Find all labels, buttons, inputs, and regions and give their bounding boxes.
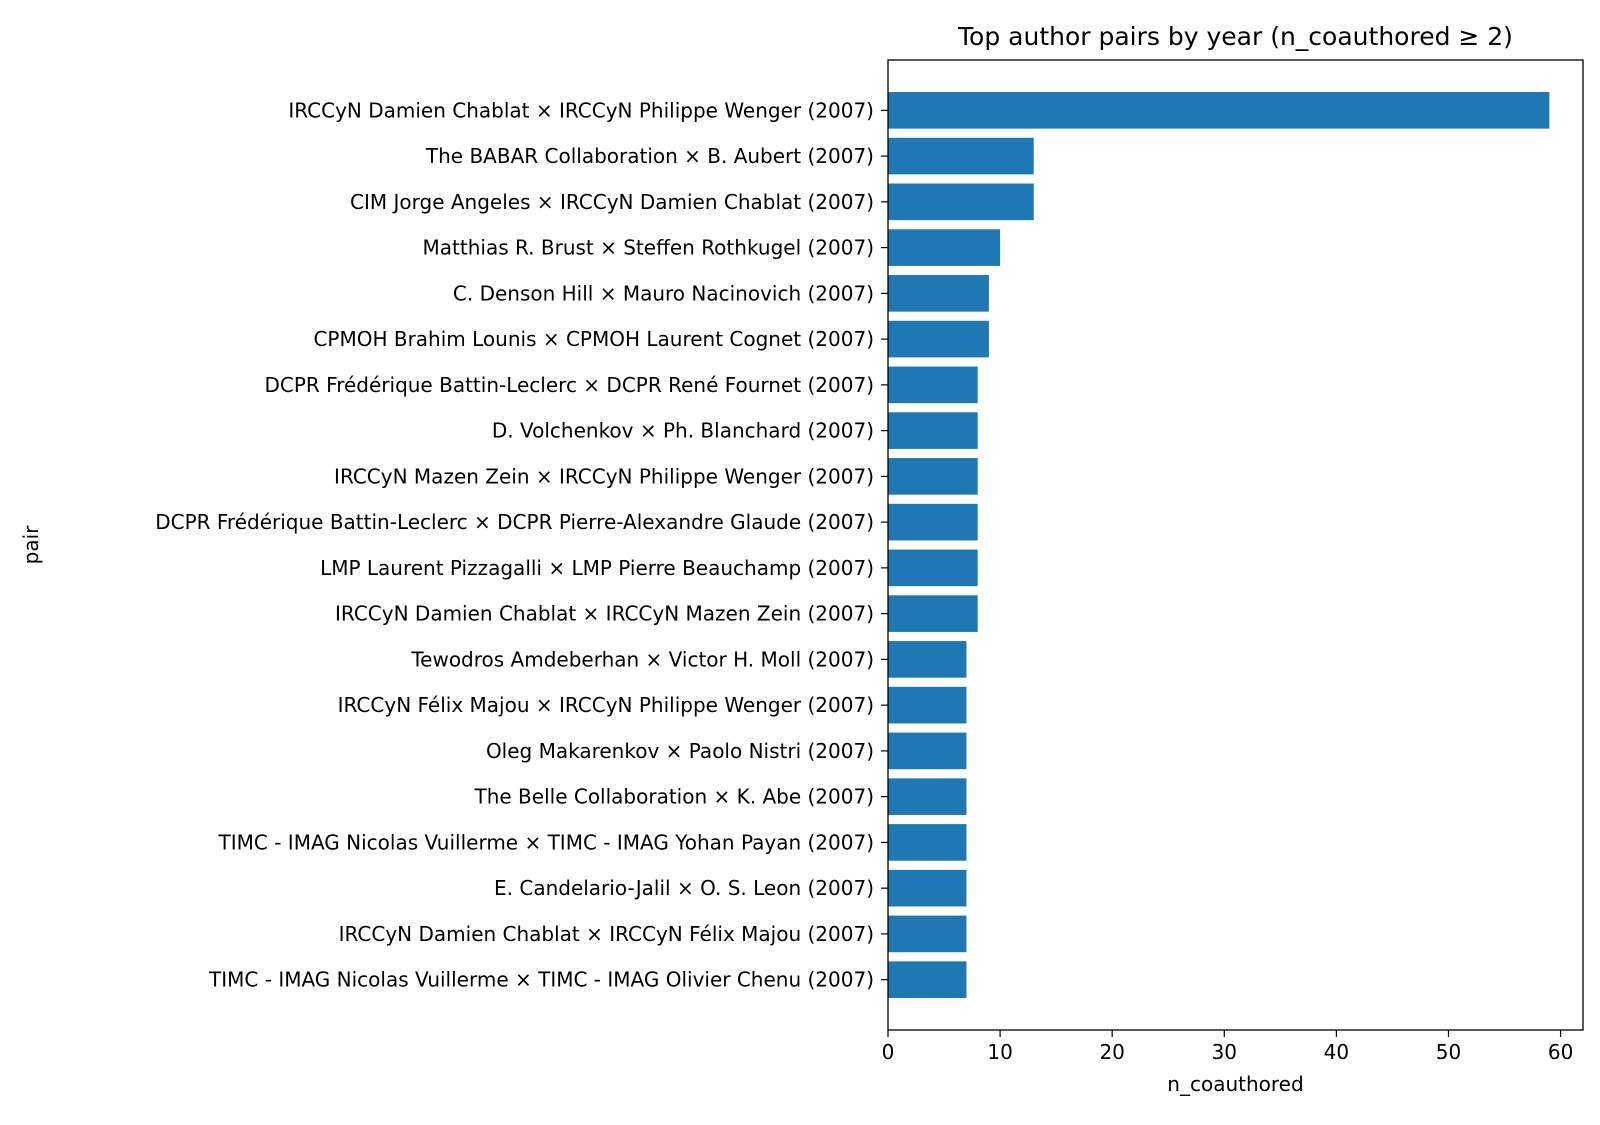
bar (888, 503, 978, 541)
bar (888, 412, 978, 449)
y-tick-label: The BABAR Collaboration × B. Aubert (200… (425, 144, 874, 168)
x-tick-label: 30 (1212, 1040, 1237, 1064)
y-tick-label: CPMOH Brahim Lounis × CPMOH Laurent Cogn… (313, 327, 874, 351)
x-axis-label: n_coauthored (1167, 1072, 1303, 1096)
bar (888, 778, 967, 815)
axes-frame (887, 59, 1584, 1031)
y-tick-label: LMP Laurent Pizzagalli × LMP Pierre Beau… (320, 556, 874, 580)
y-tick-label: IRCCyN Damien Chablat × IRCCyN Félix Maj… (339, 922, 874, 946)
y-axis-label: pair (19, 525, 43, 565)
x-tick-label: 40 (1324, 1040, 1349, 1064)
bar (888, 92, 1550, 129)
bar (888, 732, 967, 770)
bar (888, 229, 1001, 266)
x-tick-layer: 0 10 20 30 40 50 60 (882, 1030, 1573, 1064)
y-tick-label: The Belle Collaboration × K. Abe (2007) (474, 785, 875, 809)
y-tick-label: CIM Jorge Angeles × IRCCyN Damien Chabla… (350, 190, 874, 214)
y-tick-label: IRCCyN Damien Chablat × IRCCyN Philippe … (288, 98, 874, 122)
y-tick-label: C. Denson Hill × Mauro Nacinovich (2007) (453, 281, 874, 305)
bar (888, 961, 967, 998)
x-tick-label: 60 (1548, 1040, 1573, 1064)
x-tick-label: 50 (1436, 1040, 1461, 1064)
bar (888, 869, 967, 907)
bar (888, 183, 1034, 221)
x-tick-label: 20 (1099, 1040, 1124, 1064)
y-tick-label: D. Volchenkov × Ph. Blanchard (2007) (492, 419, 874, 443)
y-tick-label: DCPR Frédérique Battin-Leclerc × DCPR Pi… (155, 510, 874, 534)
x-tick-label: 0 (882, 1040, 895, 1064)
y-tick-label: Oleg Makarenkov × Paolo Nistri (2007) (486, 739, 874, 763)
bar (888, 595, 978, 632)
bar (888, 549, 978, 587)
bar (888, 686, 967, 724)
bar (888, 824, 967, 861)
bar (888, 458, 978, 495)
bar (888, 915, 967, 953)
bar (888, 641, 967, 678)
y-tick-label: Matthias R. Brust × Steffen Rothkugel (2… (423, 236, 874, 260)
y-tick-label: IRCCyN Damien Chablat × IRCCyN Mazen Zei… (335, 602, 874, 626)
y-tick-label: Tewodros Amdeberhan × Victor H. Moll (20… (410, 647, 874, 671)
y-tick-label: TIMC - IMAG Nicolas Vuillerme × TIMC - I… (218, 830, 874, 854)
bar (888, 275, 989, 312)
bar (888, 137, 1034, 175)
bars-layer (888, 92, 1550, 998)
y-tick-label: IRCCyN Félix Majou × IRCCyN Philippe Wen… (338, 693, 874, 717)
y-tick-label: E. Candelario-Jalil × O. S. Leon (2007) (494, 876, 874, 900)
y-tick-label: DCPR Frédérique Battin-Leclerc × DCPR Re… (264, 373, 874, 397)
y-tick-label: TIMC - IMAG Nicolas Vuillerme × TIMC - I… (208, 968, 874, 992)
y-tick-layer: IRCCyN Damien Chablat × IRCCyN Philippe … (155, 98, 888, 992)
bar (888, 320, 989, 358)
x-tick-label: 10 (987, 1040, 1012, 1064)
bar (888, 366, 978, 404)
chart-title: Top author pairs by year (n_coauthored ≥… (957, 22, 1513, 51)
y-tick-label: IRCCyN Mazen Zein × IRCCyN Philippe Weng… (334, 464, 874, 488)
